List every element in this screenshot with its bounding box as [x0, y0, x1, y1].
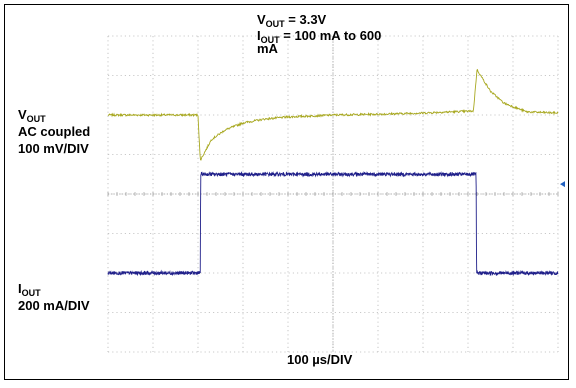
channel1-coupling: AC coupled: [18, 124, 91, 139]
channel2-name: IOUT: [18, 281, 41, 298]
channel1-scale: 100 mV/DIV: [18, 141, 89, 156]
channel-marker: [560, 181, 565, 188]
x-axis-label: 100 µs/DIV: [287, 352, 353, 367]
channel1-name: VOUT: [18, 107, 46, 124]
title-line-1: VOUT = 3.3V: [257, 12, 327, 29]
channel2-label: IOUT 200 mA/DIV: [18, 280, 90, 314]
channel1-label: VOUT AC coupled 100 mV/DIV: [18, 106, 90, 157]
channel2-scale: 200 mA/DIV: [18, 298, 90, 313]
title-line-3: mA: [257, 41, 278, 56]
vout-trace: [107, 68, 559, 161]
title-line-2: IOUT = 100 mA to 600: [257, 28, 382, 45]
iout-trace: [107, 170, 559, 277]
title-block: VOUT = 3.3V IOUT = 100 mA to 600 mA: [257, 12, 381, 57]
